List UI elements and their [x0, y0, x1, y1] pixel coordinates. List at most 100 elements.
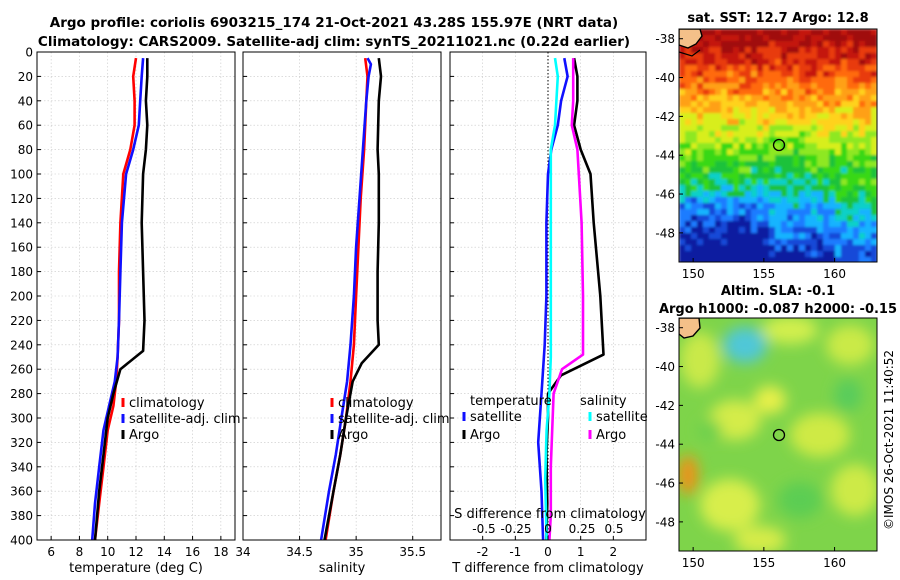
sst-cell: [865, 227, 872, 234]
sst-cell: [823, 41, 830, 48]
sst-cell: [679, 131, 686, 138]
sst-cell: [775, 185, 782, 192]
sst-cell: [817, 173, 824, 180]
sst-cell: [721, 221, 728, 228]
sst-cell: [685, 107, 692, 114]
sst-cell: [793, 149, 800, 156]
sst-cell: [793, 77, 800, 84]
sst-cell: [823, 137, 830, 144]
sst-cell: [787, 41, 794, 48]
sst-cell: [787, 113, 794, 120]
sst-cell: [751, 29, 758, 36]
sst-cell: [727, 185, 734, 192]
sst-cell: [853, 47, 860, 54]
sst-cell: [811, 161, 818, 168]
sst-cell: [787, 29, 794, 36]
sst-cell: [859, 251, 866, 258]
sst-cell: [829, 251, 836, 258]
sst-cell: [715, 197, 722, 204]
sst-cell: [691, 107, 698, 114]
sst-cell: [745, 191, 752, 198]
sst-cell: [715, 101, 722, 108]
sst-cell: [685, 125, 692, 132]
sst-cell: [793, 41, 800, 48]
sst-cell: [823, 257, 830, 262]
sst-cell: [751, 251, 758, 258]
sst-cell: [775, 77, 782, 84]
sst-cell: [769, 131, 776, 138]
sst-cell: [745, 203, 752, 210]
sst-cell: [853, 71, 860, 78]
sst-cell: [829, 185, 836, 192]
sst-cell: [853, 59, 860, 66]
sst-cell: [739, 95, 746, 102]
sst-cell: [829, 233, 836, 240]
sst-cell: [817, 221, 824, 228]
sst-cell: [793, 215, 800, 222]
sst-cell: [811, 209, 818, 216]
sst-cell: [781, 131, 788, 138]
y-tick-label: 0: [25, 46, 33, 60]
sst-cell: [787, 203, 794, 210]
sst-cell: [805, 203, 812, 210]
sst-cell: [793, 185, 800, 192]
sst-cell: [841, 101, 848, 108]
sst-cell: [865, 179, 872, 186]
sst-cell: [721, 155, 728, 162]
sst-cell: [841, 71, 848, 78]
sst-cell: [739, 83, 746, 90]
sst-cell: [841, 245, 848, 252]
sst-cell: [805, 89, 812, 96]
sst-cell: [871, 77, 877, 84]
sst-cell: [763, 137, 770, 144]
sst-cell: [763, 209, 770, 216]
sst-cell: [769, 215, 776, 222]
legend-title-temperature: temperature: [470, 394, 552, 409]
sst-cell: [691, 83, 698, 90]
x-tick-label: 16: [185, 545, 200, 559]
sst-cell: [811, 197, 818, 204]
sst-cell: [721, 113, 728, 120]
x-tick-label: 6: [47, 545, 55, 559]
sst-cell: [733, 53, 740, 60]
sst-cell: [817, 107, 824, 114]
sst-cell: [835, 251, 842, 258]
sst-cell: [775, 137, 782, 144]
sst-cell: [763, 95, 770, 102]
sst-cell: [835, 239, 842, 246]
sst-cell: [721, 89, 728, 96]
sst-cell: [721, 131, 728, 138]
sst-cell: [757, 197, 764, 204]
sst-cell: [781, 35, 788, 42]
sst-cell: [715, 65, 722, 72]
sst-cell: [865, 149, 872, 156]
sst-cell: [703, 257, 710, 262]
sst-cell: [763, 113, 770, 120]
sst-cell: [721, 197, 728, 204]
sst-cell: [769, 137, 776, 144]
sst-cell: [865, 95, 872, 102]
y-tick-label: 180: [10, 265, 33, 279]
sst-cell: [823, 149, 830, 156]
sst-cell: [679, 83, 686, 90]
y-tick-label: -38: [655, 321, 675, 335]
sst-cell: [847, 173, 854, 180]
sst-cell: [751, 227, 758, 234]
sst-cell: [781, 65, 788, 72]
sst-cell: [769, 227, 776, 234]
sst-cell: [697, 191, 704, 198]
sst-cell: [859, 125, 866, 132]
sst-cell: [769, 251, 776, 258]
sst-cell: [799, 83, 806, 90]
sst-cell: [787, 35, 794, 42]
sst-cell: [745, 131, 752, 138]
sst-cell: [691, 47, 698, 54]
sst-cell: [691, 161, 698, 168]
sst-cell: [763, 71, 770, 78]
y-tick-label: -46: [655, 188, 675, 202]
sst-cell: [799, 77, 806, 84]
sst-cell: [745, 155, 752, 162]
y-tick-label: -44: [655, 149, 675, 163]
sst-cell: [721, 161, 728, 168]
sst-cell: [727, 53, 734, 60]
